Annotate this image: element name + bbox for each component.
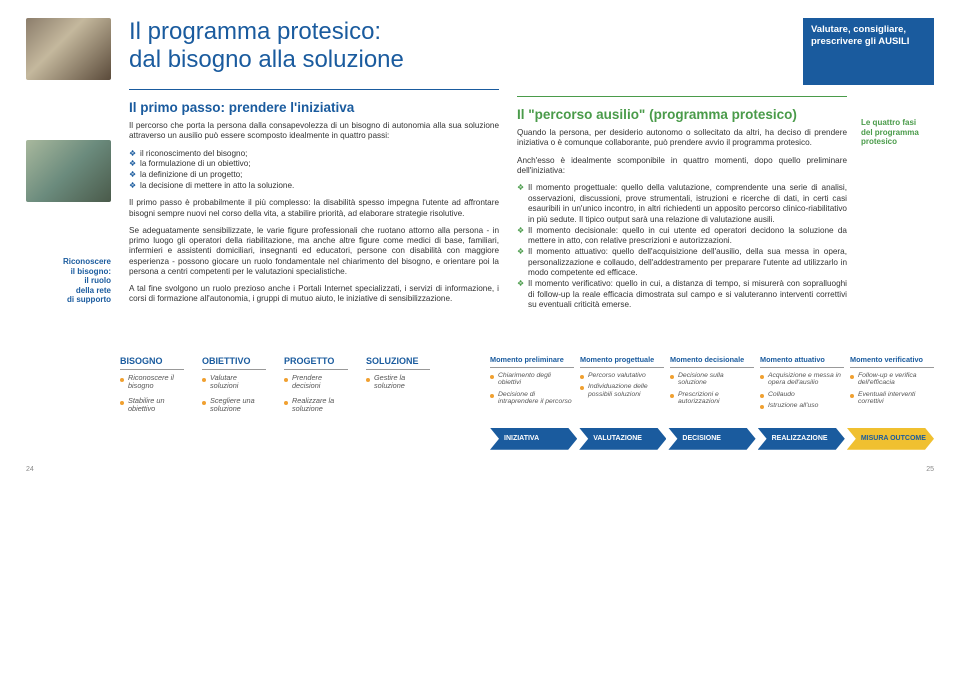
paragraph: A tal fine svolgono un ruolo prezioso an… — [129, 284, 499, 305]
moment-item: Collaudo — [760, 391, 844, 398]
flow-head: SOLUZIONE — [366, 356, 430, 370]
flow-item: Realizzare la soluzione — [284, 397, 348, 414]
section-heading-1: Il primo passo: prendere l'iniziativa — [129, 100, 499, 115]
right-margin-column: Le quattro fasi del programma protesico — [861, 18, 934, 318]
moment-head: Momento decisionale — [670, 356, 754, 368]
moment-item: Decisione sulla soluzione — [670, 372, 754, 387]
list-item: Il momento attuativo: quello dell'acquis… — [517, 247, 847, 279]
moment-decisionale: Momento decisionale Decisione sulla solu… — [670, 356, 754, 414]
flow-diagram: BISOGNO Riconoscere il bisogno Stabilire… — [120, 356, 934, 450]
left-margin-column: Riconoscere il bisogno: il ruolo della r… — [26, 18, 111, 318]
paragraph: Quando la persona, per desiderio autonom… — [517, 128, 847, 149]
paragraph: Anch'esso è idealmente scomponibile in q… — [517, 156, 847, 177]
arrow-valutazione: VALUTAZIONE — [579, 428, 666, 450]
list-item: Il momento decisionale: quello in cui ut… — [517, 226, 847, 247]
moment-head: Momento progettuale — [580, 356, 664, 368]
flow-head: OBIETTIVO — [202, 356, 266, 370]
page-number-right: 25 — [926, 466, 934, 473]
flow-item: Gestire la soluzione — [366, 374, 430, 391]
footer: 24 25 — [0, 460, 960, 479]
flow-col-progetto: PROGETTO Prendere decisioni Realizzare l… — [284, 356, 348, 432]
margin-note-right: Le quattro fasi del programma protesico — [861, 118, 934, 147]
moment-head: Momento attuativo — [760, 356, 844, 368]
flow-col-soluzione: SOLUZIONE Gestire la soluzione — [366, 356, 430, 432]
paragraph: Il primo passo è probabilmente il più co… — [129, 198, 499, 219]
list-item: la decisione di mettere in atto la soluz… — [129, 181, 499, 192]
moment-progettuale: Momento progettuale Percorso valutativo … — [580, 356, 664, 414]
moment-preliminare: Momento preliminare Chiarimento degli ob… — [490, 356, 574, 414]
flow-item: Stabilire un obiettivo — [120, 397, 184, 414]
divider-green — [517, 96, 847, 97]
moments-row: Momento preliminare Chiarimento degli ob… — [490, 356, 934, 414]
moment-item: Individuazione delle possibili soluzioni — [580, 383, 664, 398]
section-heading-2: Il "percorso ausilio" (programma protesi… — [517, 107, 847, 122]
column-2-wrap: Il "percorso ausilio" (programma protesi… — [517, 18, 934, 318]
moment-item: Decisione di intraprendere il percorso — [490, 391, 574, 406]
moment-verificativo: Momento verificativo Follow-up e verific… — [850, 356, 934, 414]
moment-head: Momento verificativo — [850, 356, 934, 368]
arrow-realizzazione: REALIZZAZIONE — [758, 428, 845, 450]
paragraph: Se adeguatamente sensibilizzate, le vari… — [129, 226, 499, 277]
moment-attuativo: Momento attuativo Acquisizione e messa i… — [760, 356, 844, 414]
moment-item: Istruzione all'uso — [760, 402, 844, 409]
page-spread: Riconoscere il bisogno: il ruolo della r… — [0, 0, 960, 328]
page-title: Il programma protesico:dal bisogno alla … — [129, 18, 499, 73]
moment-item: Follow-up e verifica dell'efficacia — [850, 372, 934, 387]
list-item: la definizione di un progetto; — [129, 170, 499, 181]
list-item: il riconoscimento del bisogno; — [129, 149, 499, 160]
margin-note-left: Riconoscere il bisogno: il ruolo della r… — [26, 257, 111, 305]
arrow-row: INIZIATIVA VALUTAZIONE DECISIONE REALIZZ… — [490, 428, 934, 450]
flow-head: BISOGNO — [120, 356, 184, 370]
flow-item: Prendere decisioni — [284, 374, 348, 391]
hero-image-2 — [26, 140, 111, 202]
moment-head: Momento preliminare — [490, 356, 574, 368]
column-1: Il programma protesico:dal bisogno alla … — [129, 18, 499, 318]
moment-item: Prescrizioni e autorizzazioni — [670, 391, 754, 406]
arrow-decisione: DECISIONE — [668, 428, 755, 450]
flow-item: Riconoscere il bisogno — [120, 374, 184, 391]
flow-col-bisogno: BISOGNO Riconoscere il bisogno Stabilire… — [120, 356, 184, 432]
list-item: Il momento verificativo: quello in cui, … — [517, 279, 847, 311]
flow-col-obiettivo: OBIETTIVO Valutare soluzioni Scegliere u… — [202, 356, 266, 432]
flow-item: Valutare soluzioni — [202, 374, 266, 391]
hero-image-1 — [26, 18, 111, 80]
moment-item: Eventuali interventi correttivi — [850, 391, 934, 406]
list-item: la formulazione di un obiettivo; — [129, 159, 499, 170]
column-2: Il "percorso ausilio" (programma protesi… — [517, 18, 847, 318]
divider-blue — [129, 89, 499, 90]
moment-item: Chiarimento degli obiettivi — [490, 372, 574, 387]
flow-item: Scegliere una soluzione — [202, 397, 266, 414]
flow-head: PROGETTO — [284, 356, 348, 370]
page-number-left: 24 — [26, 466, 34, 473]
paragraph: Il percorso che porta la persona dalla c… — [129, 121, 499, 142]
bullet-list-1: il riconoscimento del bisogno; la formul… — [129, 149, 499, 192]
list-item: Il momento progettuale: quello della val… — [517, 183, 847, 226]
bullet-list-2: Il momento progettuale: quello della val… — [517, 183, 847, 311]
arrow-misura: MISURA OUTCOME — [847, 428, 934, 450]
moment-item: Percorso valutativo — [580, 372, 664, 379]
arrow-iniziativa: INIZIATIVA — [490, 428, 577, 450]
moment-item: Acquisizione e messa in opera dell'ausil… — [760, 372, 844, 387]
